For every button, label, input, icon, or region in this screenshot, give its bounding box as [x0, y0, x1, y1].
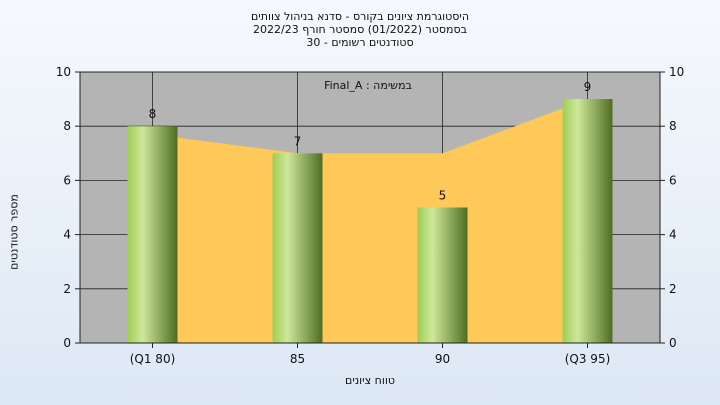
- bar-data-label: 5: [439, 189, 447, 203]
- x-tick-label: (Q3 95): [565, 352, 611, 366]
- y-tick-label-left: 6: [63, 173, 71, 187]
- x-tick-label: (Q1 80): [130, 352, 176, 366]
- bar-data-label: 9: [584, 80, 592, 94]
- y-tick-label-right: 4: [669, 228, 677, 242]
- chart-title: היסטוגרמת ציונים בקורס - סדנא בניהול צוו…: [250, 10, 470, 23]
- y-tick-label-left: 8: [63, 119, 71, 133]
- chart-subtitle-students: סטודנטים רשומים - 30: [306, 36, 414, 49]
- x-tick-label: 90: [435, 352, 450, 366]
- y-tick-label-left: 10: [56, 65, 71, 79]
- chart-title-block: היסטוגרמת ציונים בקורס - סדנא בניהול צוו…: [0, 10, 720, 49]
- bar: [127, 126, 178, 343]
- chart-annotation: Final_A : במשימה: [324, 79, 412, 92]
- bar: [272, 153, 323, 343]
- chart-subtitle: בסמסטר (01/2022) סמסטר חורף 2022/23: [253, 23, 467, 36]
- area-series: [152, 99, 588, 343]
- axes: [75, 71, 665, 348]
- y-tick-label-left: 2: [63, 282, 71, 296]
- y-axis-label: מספר סטודנטים: [7, 194, 21, 270]
- y-tick-label-right: 6: [669, 173, 677, 187]
- bars: [127, 99, 613, 343]
- y-tick-label-left: 4: [63, 228, 71, 242]
- y-tick-label-left: 0: [63, 336, 71, 350]
- x-tick-label: 85: [290, 352, 305, 366]
- bar-data-label: 7: [294, 134, 302, 148]
- y-tick-label-right: 10: [669, 65, 684, 79]
- x-axis-label: טווח ציונים: [345, 374, 395, 387]
- y-tick-label-right: 0: [669, 336, 677, 350]
- y-tick-label-right: 8: [669, 119, 677, 133]
- bar: [562, 99, 613, 343]
- bar-data-label: 8: [149, 107, 157, 121]
- labels: 0 0 2 2 4 4 6 6 8 8 10 10 8 (Q1 80) 7 85 5 90 9 (Q3 95): [56, 65, 685, 366]
- y-tick-label-right: 2: [669, 282, 677, 296]
- bar: [417, 207, 468, 343]
